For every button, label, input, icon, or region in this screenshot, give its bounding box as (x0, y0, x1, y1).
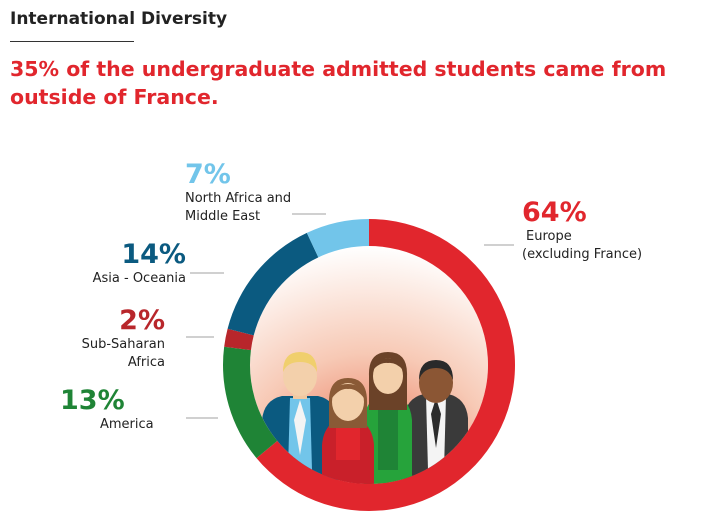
asia-percent: 14% (121, 239, 186, 270)
slice-sub-saharan (224, 328, 254, 351)
person-red-top (322, 378, 374, 484)
slice-europe (256, 219, 515, 512)
label-america: 13% America (60, 386, 160, 434)
europe-percent: 64% (522, 197, 587, 228)
sub-saharan-percent: 2% (119, 305, 165, 336)
north-africa-percent: 7% (185, 159, 231, 190)
america-label-line1: America (100, 417, 154, 432)
north-africa-label-line2: Middle East (185, 209, 261, 224)
label-asia-oceania: 14% Asia - Oceania (40, 240, 186, 288)
title-underline (10, 41, 134, 42)
leader-lines (186, 213, 514, 419)
america-percent: 13% (60, 385, 125, 416)
slice-asia-oceania (227, 232, 319, 336)
asia-label-line1: Asia - Oceania (92, 271, 186, 286)
label-europe: 64% Europe (excluding France) (522, 198, 642, 264)
people-illustration (262, 352, 468, 484)
sub-saharan-label-line1: Sub-Saharan (81, 337, 165, 352)
slice-north-africa (306, 219, 369, 258)
label-north-africa: 7% North Africa and Middle East (185, 160, 291, 226)
page-title: International Diversity (10, 9, 228, 29)
chart-subtitle: 35% of the undergraduate admitted studen… (10, 57, 667, 109)
slice-america (223, 346, 278, 459)
person-green-top (364, 352, 412, 484)
europe-label-line1: Europe (526, 229, 572, 244)
europe-label-line2: (excluding France) (522, 247, 643, 262)
sub-saharan-label-line2: Africa (127, 355, 165, 370)
north-africa-label-line1: North Africa and (185, 191, 292, 206)
label-sub-saharan: 2% Sub-Saharan Africa (40, 306, 165, 372)
